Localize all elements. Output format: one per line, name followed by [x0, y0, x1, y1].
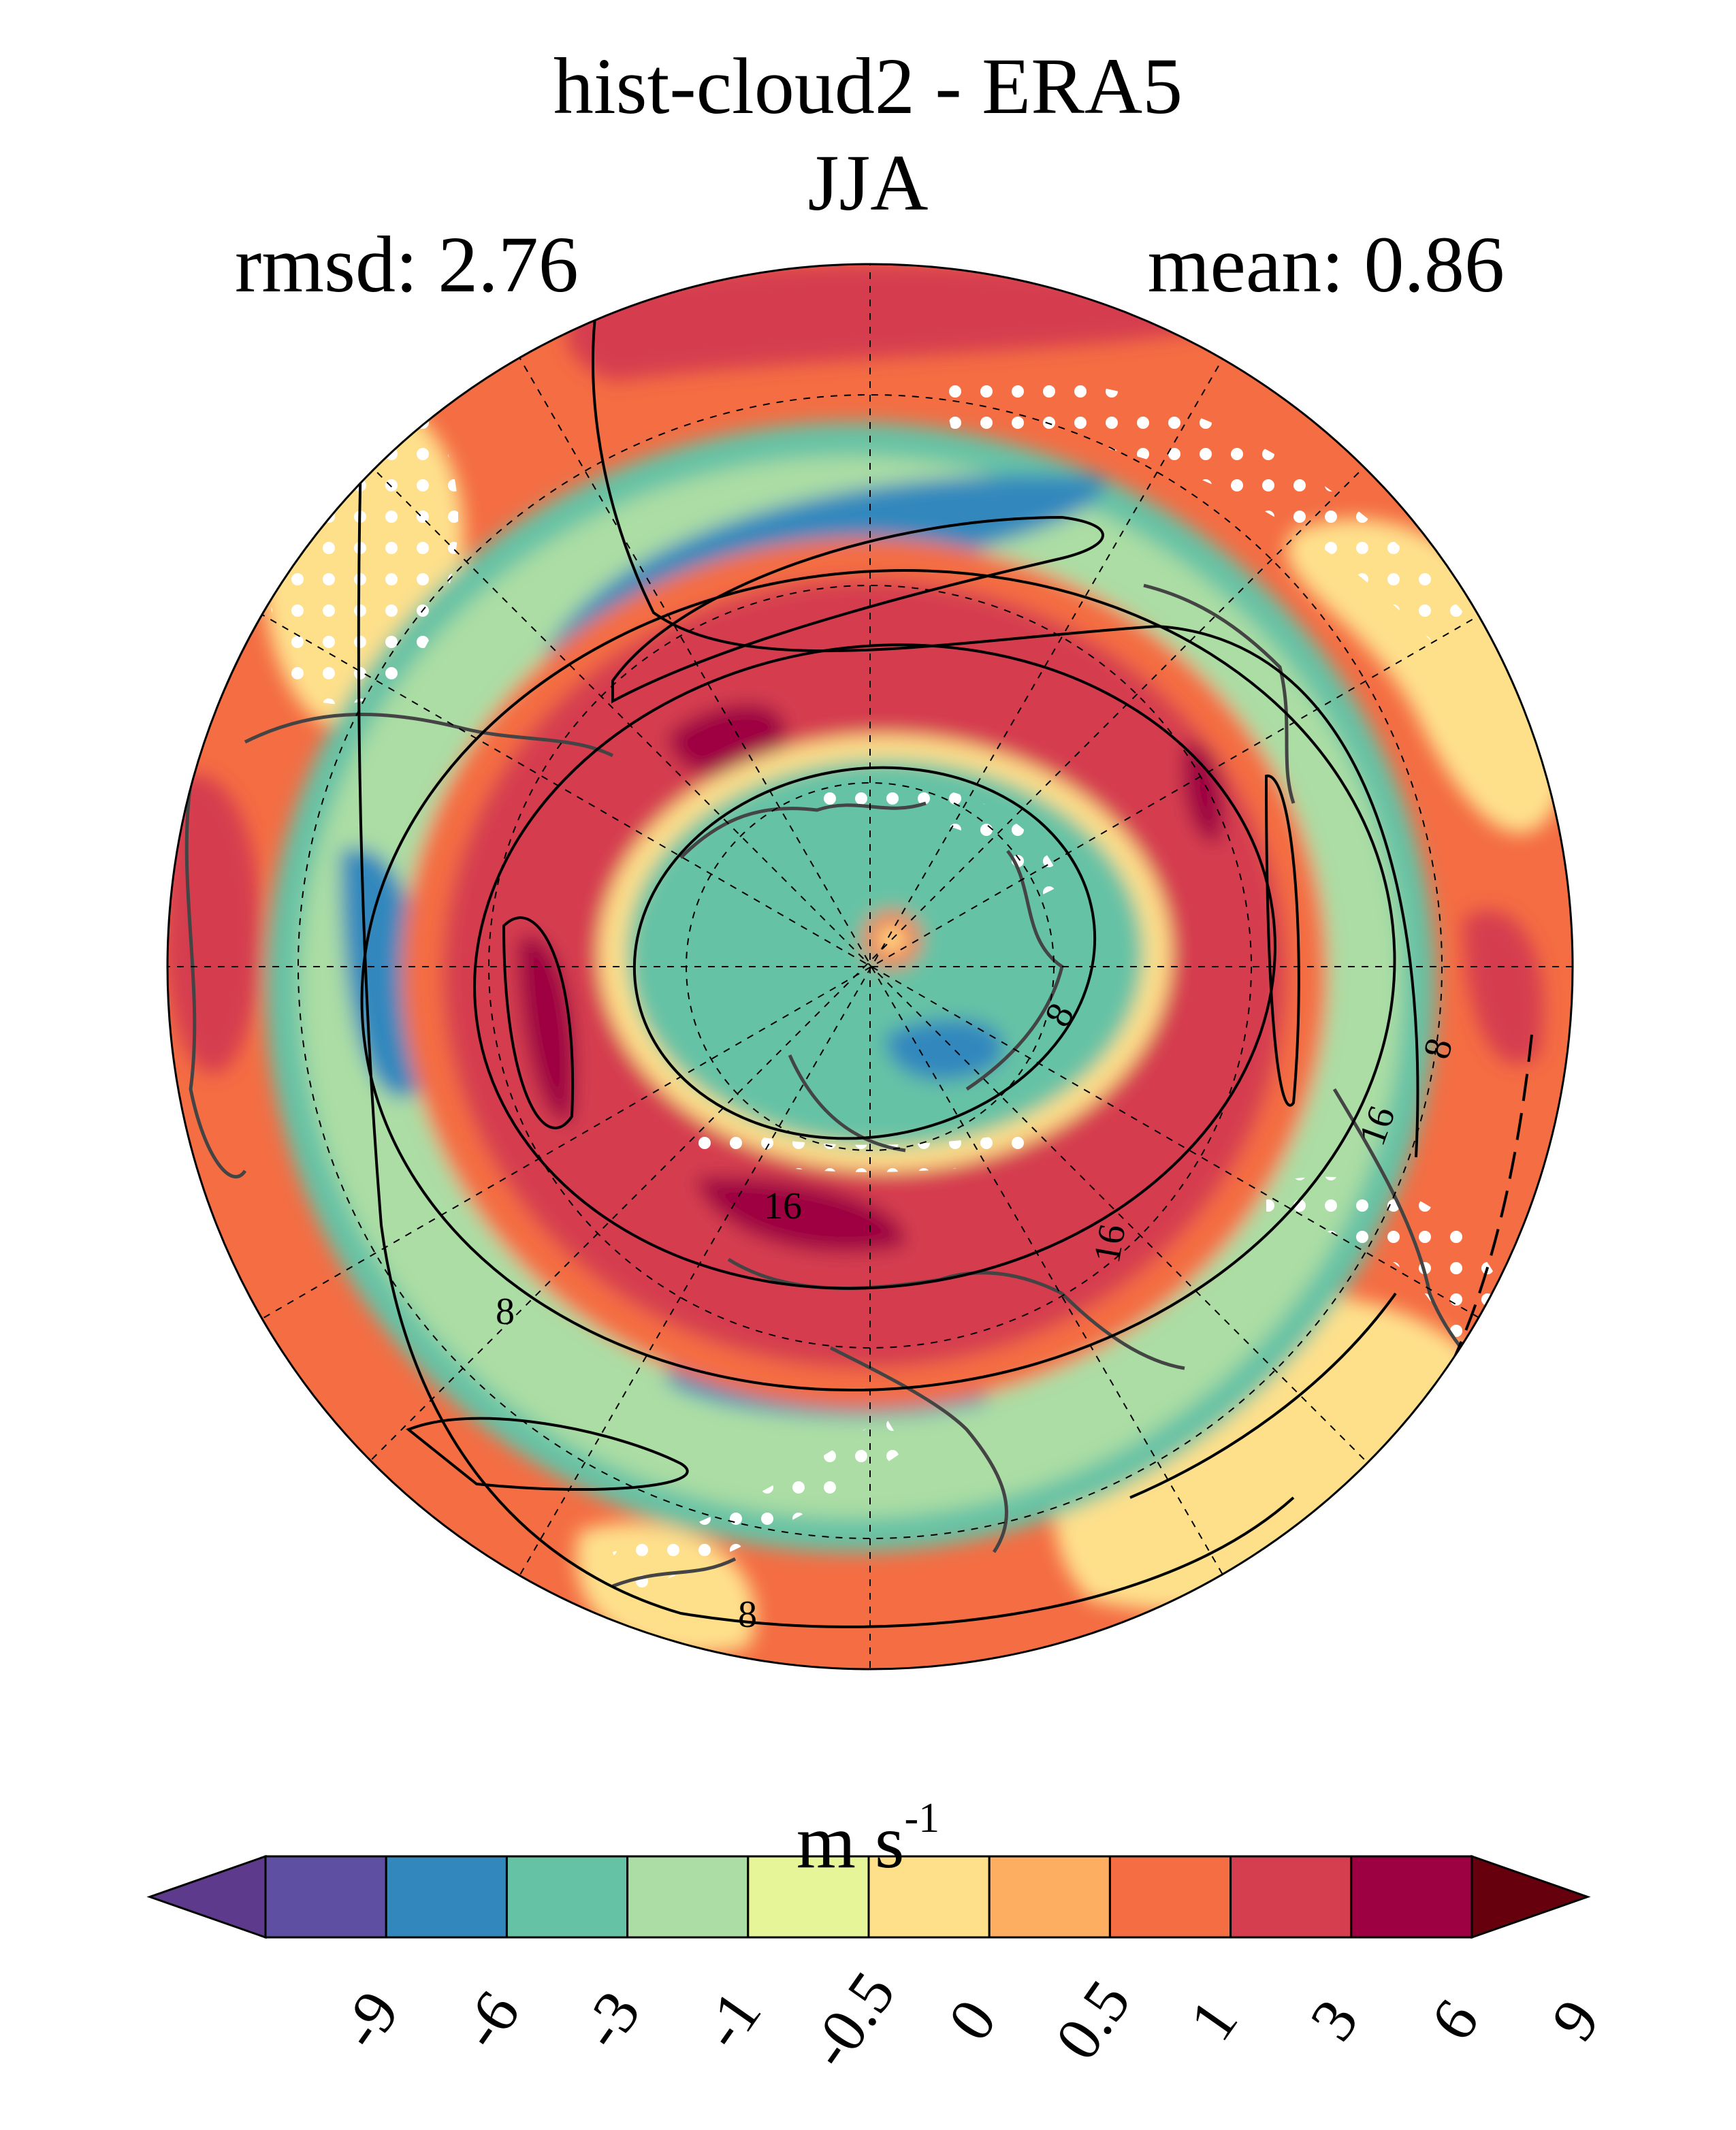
colorbar-tick-label: -0.5 — [794, 1959, 908, 2080]
colorbar-tick-label: 0 — [935, 1987, 1010, 2052]
colorbar-extend-high — [1470, 1854, 1591, 1939]
plot-title: hist-cloud2 - ERA5 — [553, 42, 1183, 131]
colorbar-tick-label: 6 — [1417, 1987, 1492, 2052]
polar-map — [167, 264, 1573, 1669]
colorbar-tick-label: 1 — [1176, 1987, 1251, 2052]
rmsd-label: rmsd: 2.76 — [235, 220, 579, 309]
colorbar-swatch — [867, 1855, 991, 1939]
colorbar-swatch — [505, 1855, 629, 1939]
colorbar — [146, 1854, 1591, 1939]
colorbar-swatch — [1229, 1855, 1353, 1939]
colorbar-swatch — [988, 1855, 1111, 1939]
season-label: JJA — [807, 138, 929, 227]
colorbar-swatch — [747, 1855, 870, 1939]
colorbar-swatch — [1108, 1855, 1232, 1939]
colorbar-tick-label: -3 — [566, 1979, 654, 2061]
colorbar-swatch — [264, 1855, 387, 1939]
contour-label: 16 — [764, 1185, 802, 1227]
colorbar-tick-label: 0.5 — [1042, 1968, 1144, 2072]
colorbar-tick-labels: -9 -6 -3 -1 -0.5 0 0.5 1 3 6 9 — [325, 1959, 1613, 2080]
colorbar-tick-label: 9 — [1538, 1987, 1613, 2052]
colorbar-swatch — [385, 1855, 508, 1939]
units-base: m s — [796, 1800, 905, 1884]
colorbar-swatch — [626, 1855, 750, 1939]
mean-label: mean: 0.86 — [1147, 220, 1505, 309]
units-exponent: -1 — [904, 1795, 940, 1841]
colorbar-tick-label: -9 — [325, 1979, 413, 2061]
map-frame — [166, 263, 1574, 1671]
colorbar-units: m s-1 — [0, 1797, 1736, 1880]
graticule — [167, 264, 1573, 1669]
shading-field — [167, 264, 1566, 1655]
colorbar-tick-label: -6 — [446, 1979, 533, 2061]
contour-label: 8 — [738, 1594, 757, 1636]
colorbar-tick-label: -1 — [688, 1979, 775, 2061]
contour-label: 8 — [496, 1291, 515, 1333]
colorbar-tick-label: 3 — [1296, 1987, 1371, 2052]
colorbar-swatch — [1350, 1855, 1473, 1939]
contour-label: 16 — [1086, 1221, 1134, 1266]
